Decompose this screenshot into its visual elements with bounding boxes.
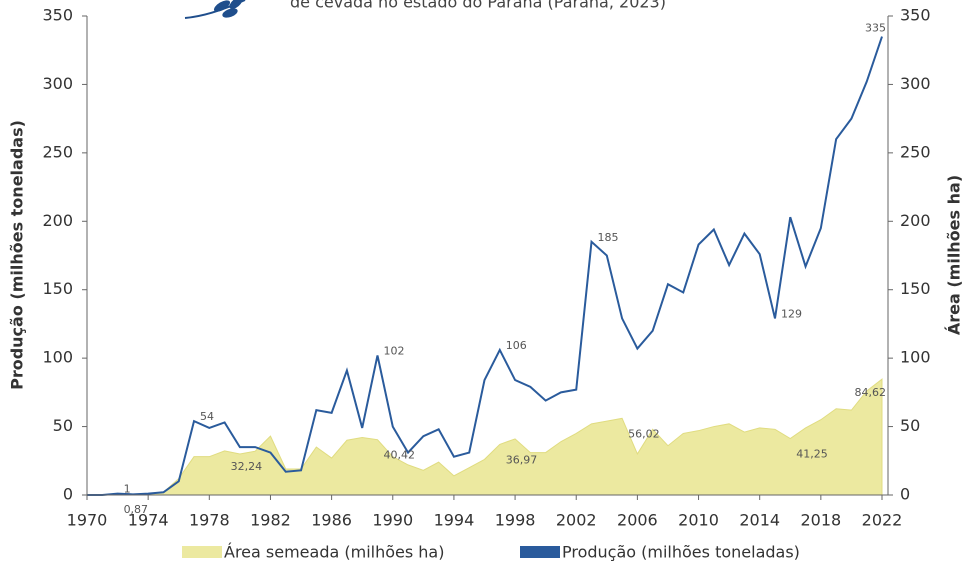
legend-swatch [182,546,222,558]
y-tick-label: 50 [53,416,73,435]
data-label: 1 [124,483,131,496]
y-tick-label: 300 [42,74,73,93]
x-tick-label: 2006 [617,511,658,530]
y2-tick-label: 250 [900,142,931,161]
data-label: 36,97 [506,453,538,466]
line [87,36,883,496]
x-tick-label: 2018 [800,511,841,530]
y2-tick-label: 350 [900,6,931,25]
y-tick-label: 200 [42,211,73,230]
data-label: 106 [506,339,527,352]
area [87,378,883,496]
x-tick-label: 1978 [189,511,230,530]
subtitle: de cevada no estado do Paraná (Paraná, 2… [290,0,666,12]
data-label: 0,87 [124,503,149,516]
y2-tick-label: 100 [900,348,931,367]
legend-label: Área semeada (milhões ha) [224,543,444,562]
x-tick-label: 2022 [862,511,903,530]
y-tick-label: 150 [42,279,73,298]
data-label: 56,02 [628,427,660,440]
x-tick-label: 1970 [67,511,108,530]
data-label: 185 [598,231,619,244]
data-label: 102 [383,344,404,357]
y-axis-label: Produção (milhões toneladas) [8,120,27,390]
y-tick-label: 0 [63,485,73,504]
y2-tick-label: 300 [900,74,931,93]
x-tick-label: 1994 [434,511,475,530]
x-tick-label: 1998 [495,511,536,530]
logo [184,0,246,19]
y-tick-label: 250 [42,142,73,161]
x-tick-label: 2010 [678,511,719,530]
y-tick-label: 100 [42,348,73,367]
y-tick-label: 350 [42,6,73,25]
data-label: 54 [200,410,214,423]
data-label: 40,42 [383,449,415,462]
y2-tick-label: 200 [900,211,931,230]
x-tick-label: 1982 [250,511,291,530]
y2-tick-label: 0 [900,485,910,504]
x-tick-label: 1990 [372,511,413,530]
data-label: 129 [781,307,802,320]
data-label: 84,62 [855,386,887,399]
data-label: 32,24 [231,460,263,473]
x-tick-label: 1986 [311,511,352,530]
x-tick-label: 2014 [739,511,780,530]
legend-swatch [520,546,560,558]
data-label: 41,25 [796,448,828,461]
legend-label: Produção (milhões toneladas) [562,543,800,562]
x-tick-label: 2002 [556,511,597,530]
x-tick-label: 1974 [128,511,169,530]
y2-tick-label: 150 [900,279,931,298]
y2-tick-label: 50 [900,416,920,435]
data-label: 335 [865,22,886,35]
y2-axis-label: Área (milhões ha) [945,175,964,335]
